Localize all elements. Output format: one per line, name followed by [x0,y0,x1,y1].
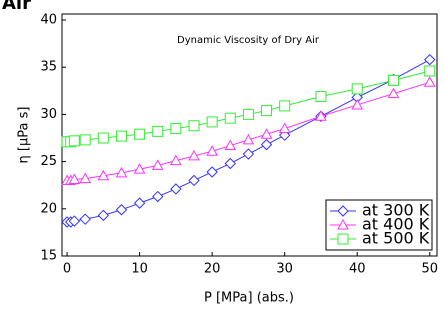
marker [151,159,164,170]
marker [152,125,164,137]
marker [387,74,399,86]
marker [170,123,182,135]
legend-marker [337,205,349,217]
legend: at 300 Kat 400 Kat 500 K [325,199,433,251]
y-tick-label: 40 [40,13,57,28]
x-tick-label: 40 [349,262,366,277]
marker [79,172,92,184]
marker [260,128,273,139]
y-tick-label: 25 [40,154,57,169]
marker [242,108,254,120]
x-tick-label: 10 [131,262,148,277]
legend-marker [337,218,349,230]
marker [315,90,327,102]
marker [206,145,218,156]
marker [242,148,255,160]
marker [278,122,291,134]
y-tick-label: 15 [40,249,57,264]
x-tick-label: 20 [204,262,221,277]
legend-label: at 500 K [362,229,430,248]
marker [224,157,236,170]
marker [261,105,273,117]
marker [97,132,109,144]
legend-label: at 400 K [362,215,430,234]
marker [68,135,80,147]
marker [387,87,400,99]
marker [115,204,128,216]
marker [115,166,128,178]
marker [68,173,81,185]
marker [68,215,81,227]
marker [424,53,436,66]
x-axis-label: P [MPa] (abs.) [204,291,294,306]
marker [351,98,364,110]
marker [423,76,436,87]
x-tick-label: 30 [276,262,293,277]
marker [79,213,91,225]
marker [152,190,164,203]
marker [170,183,182,195]
marker [206,166,218,178]
marker [133,163,146,174]
y-tick-label: 20 [40,201,57,216]
marker [260,138,273,151]
marker [224,112,236,124]
marker [170,154,182,166]
x-tick-label: 50 [421,262,438,277]
y-tick-label: 30 [40,107,57,122]
marker [315,110,327,121]
x-tick-label: 0 [63,262,71,277]
marker [188,120,200,132]
marker [188,149,200,161]
marker [351,83,363,95]
marker [206,116,218,128]
y-tick-label: 35 [40,60,57,75]
legend-label: at 300 K [362,201,430,220]
marker [242,133,255,145]
marker [279,100,291,112]
marker [224,139,237,151]
y-axis-label: η [μPa s] [17,107,32,164]
page-title: Air [2,0,31,14]
marker [79,134,91,146]
chart-title: Dynamic Viscosity of Dry Air [177,35,320,46]
marker [97,169,110,181]
marker [424,65,436,77]
marker [133,197,146,209]
marker [188,174,200,187]
marker [134,128,146,140]
legend-marker [337,233,349,245]
marker [115,130,127,142]
marker [97,209,110,222]
